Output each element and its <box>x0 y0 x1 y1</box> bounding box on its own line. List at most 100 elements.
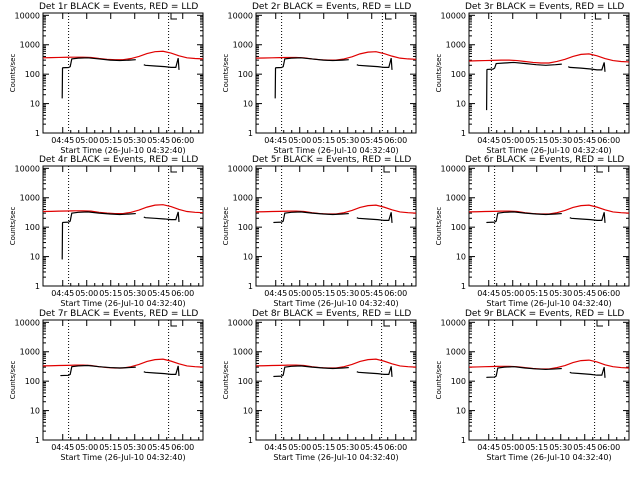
x-tick-label: 06:00 <box>171 443 194 452</box>
interval-bracket <box>383 166 390 173</box>
y-tick-label: 1000 <box>446 348 466 357</box>
x-tick-label: 05:45 <box>147 136 170 145</box>
x-tick-label: 04:45 <box>51 136 74 145</box>
y-tick-label: 100 <box>25 377 40 386</box>
detector-panel-8: Det 8r BLACK = Events, RED = LLD 1 10 100 10… <box>222 309 417 462</box>
y-axis-label: Counts/sec <box>222 207 230 246</box>
panel-title: Det 4r BLACK = Events, RED = LLD <box>39 155 198 165</box>
y-axis-label: Counts/sec <box>9 207 17 246</box>
panel-title: Det 8r BLACK = Events, RED = LLD <box>252 309 411 319</box>
y-tick-label: 10 <box>30 100 40 109</box>
x-tick-label: 05:15 <box>312 136 335 145</box>
y-tick-label: 10000 <box>441 11 466 20</box>
x-axis-label: Start Time (26-Jul-10 04:32:40) <box>273 453 398 462</box>
x-tick-label: 04:45 <box>51 443 74 452</box>
x-axis-label: Start Time (26-Jul-10 04:32:40) <box>273 146 398 155</box>
x-tick-label: 05:45 <box>360 289 383 298</box>
y-tick-label: 10 <box>456 100 466 109</box>
x-tick-label: 04:45 <box>477 136 500 145</box>
detector-panel-6: Det 6r BLACK = Events, RED = LLD 1 10 100 10… <box>435 155 630 308</box>
series-line-lld <box>255 358 417 369</box>
series-line-lld <box>42 358 204 369</box>
x-tick-label: 05:30 <box>549 136 572 145</box>
panel-title: Det 5r BLACK = Events, RED = LLD <box>252 155 411 165</box>
series-line-events <box>143 58 180 70</box>
series-line-events <box>567 62 606 72</box>
y-tick-label: 10000 <box>15 11 40 20</box>
series-line-events <box>356 366 393 377</box>
detector-panel-4: Det 4r BLACK = Events, RED = LLD 1 10 100 10… <box>9 155 204 308</box>
x-tick-label: 06:00 <box>597 136 620 145</box>
y-axis-label: Counts/sec <box>435 207 443 246</box>
plot-frame <box>42 12 204 134</box>
x-tick-label: 06:00 <box>171 136 194 145</box>
interval-bracket <box>170 166 177 173</box>
y-tick-label: 1 <box>461 129 466 138</box>
series-line-events <box>486 211 562 224</box>
x-tick-label: 05:00 <box>288 289 311 298</box>
series-line-lld <box>468 53 630 64</box>
x-tick-label: 05:15 <box>525 443 548 452</box>
series-line-events <box>61 57 136 99</box>
panel-title: Det 2r BLACK = Events, RED = LLD <box>252 2 411 12</box>
y-tick-label: 1000 <box>233 41 253 50</box>
y-axis-label: Counts/sec <box>9 361 17 400</box>
interval-bracket <box>385 13 392 20</box>
x-tick-label: 05:30 <box>123 136 146 145</box>
x-tick-label: 05:45 <box>573 443 596 452</box>
series-line-lld <box>255 51 417 61</box>
detector-panel-2: Det 2r BLACK = Events, RED = LLD 1 10 100 10… <box>222 2 417 155</box>
series-line-events <box>569 366 606 378</box>
x-tick-label: 05:30 <box>336 289 359 298</box>
y-tick-label: 1 <box>248 436 253 445</box>
y-tick-label: 100 <box>25 223 40 232</box>
interval-bracket <box>170 13 177 20</box>
detector-panel-1: Det 1r BLACK = Events, RED = LLD 1 10 100 10… <box>9 2 204 155</box>
x-tick-label: 05:00 <box>75 136 98 145</box>
series-line-events <box>273 211 349 224</box>
y-axis-label: Counts/sec <box>9 54 17 93</box>
series-line-events <box>356 58 393 70</box>
panel-title: Det 3r BLACK = Events, RED = LLD <box>465 2 624 12</box>
series-line-events <box>274 57 349 99</box>
y-axis-label: Counts/sec <box>435 54 443 93</box>
interval-bracket <box>596 320 603 327</box>
series-line-events <box>61 211 136 260</box>
plot-frame <box>468 319 630 441</box>
x-tick-label: 06:00 <box>171 289 194 298</box>
x-axis-label: Start Time (26-Jul-10 04:32:40) <box>60 146 185 155</box>
y-tick-label: 1 <box>35 129 40 138</box>
series-line-events <box>569 212 606 223</box>
x-tick-label: 06:00 <box>597 289 620 298</box>
x-tick-label: 04:45 <box>477 289 500 298</box>
x-tick-label: 05:00 <box>288 443 311 452</box>
y-tick-label: 10000 <box>441 318 466 327</box>
x-tick-label: 05:45 <box>360 136 383 145</box>
x-tick-label: 04:45 <box>477 443 500 452</box>
x-tick-label: 05:15 <box>312 443 335 452</box>
x-tick-label: 05:30 <box>336 443 359 452</box>
x-axis-label: Start Time (26-Jul-10 04:32:40) <box>486 299 611 308</box>
y-axis-label: Counts/sec <box>222 54 230 93</box>
x-tick-label: 06:00 <box>597 443 620 452</box>
x-axis-label: Start Time (26-Jul-10 04:32:40) <box>486 453 611 462</box>
x-tick-label: 05:00 <box>501 136 524 145</box>
plot-frame <box>255 165 417 287</box>
y-tick-label: 1000 <box>20 194 40 203</box>
x-tick-label: 05:30 <box>549 443 572 452</box>
y-tick-label: 10 <box>243 407 253 416</box>
x-tick-label: 05:00 <box>75 289 98 298</box>
x-axis-label: Start Time (26-Jul-10 04:32:40) <box>60 299 185 308</box>
x-tick-label: 05:15 <box>99 136 122 145</box>
series-line-events <box>486 366 562 379</box>
detector-panel-5: Det 5r BLACK = Events, RED = LLD 1 10 100 10… <box>222 155 417 308</box>
y-tick-label: 10000 <box>228 164 253 173</box>
x-tick-label: 04:45 <box>51 289 74 298</box>
panel-title: Det 9r BLACK = Events, RED = LLD <box>465 309 624 319</box>
series-line-lld <box>468 204 630 215</box>
y-tick-label: 10 <box>243 100 253 109</box>
series-line-events <box>356 212 393 223</box>
y-tick-label: 1 <box>35 282 40 291</box>
x-tick-label: 05:30 <box>123 289 146 298</box>
y-axis-label: Counts/sec <box>435 361 443 400</box>
